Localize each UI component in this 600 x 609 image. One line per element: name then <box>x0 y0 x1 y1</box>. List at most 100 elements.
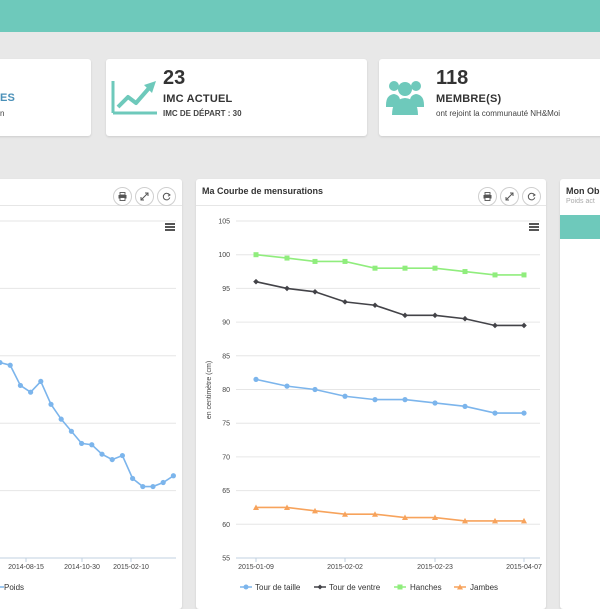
point-jambes <box>372 511 378 517</box>
weight-point <box>79 440 85 447</box>
point-ventre <box>253 278 259 285</box>
point-jambes <box>312 507 318 514</box>
point-hanches <box>462 269 468 275</box>
measurements-y-tick-label: 70 <box>222 454 230 461</box>
weight-x-tick-label: 2014-08-15 <box>8 564 44 571</box>
users-group-icon <box>384 75 426 117</box>
measurements-x-tick-label: 2015-02-02 <box>327 564 363 571</box>
weight-legend-item[interactable]: Poids <box>4 583 24 592</box>
point-jambes <box>492 517 498 524</box>
series-line-jambes <box>256 506 524 522</box>
measurements-y-tick-label: 60 <box>222 522 230 529</box>
weight-point <box>150 483 156 490</box>
weight-legend-label: Poids <box>4 583 24 592</box>
weight-refresh-button[interactable] <box>157 187 176 206</box>
measurements-chart-panel: Ma Courbe de mensurations <box>196 179 546 609</box>
legend-label-taille: Tour de taille <box>255 583 301 592</box>
imc-label: IMC ACTUEL <box>163 93 233 105</box>
stat-card-first-sub: n <box>0 109 5 118</box>
series-line-ventre <box>255 280 524 327</box>
point-jambes <box>462 517 468 524</box>
measurements-chart-menu-icon[interactable] <box>529 223 539 231</box>
top-header-bar <box>0 0 600 32</box>
measurements-x-tick-label: 2015-04-07 <box>506 564 542 571</box>
imc-value: 23 <box>163 67 186 89</box>
legend-label-hanches: Hanches <box>410 583 442 592</box>
weight-point <box>119 452 125 459</box>
weight-expand-button[interactable] <box>135 187 154 206</box>
trend-chart-icon <box>110 77 160 117</box>
weight-point <box>170 473 176 479</box>
legend-label-jambes: Jambes <box>470 583 498 592</box>
weight-panel-header <box>0 179 182 206</box>
measurements-y-tick-label: 80 <box>222 387 230 394</box>
point-taille <box>462 403 468 409</box>
objective-panel: Mon Ob Poids act <box>560 179 600 609</box>
point-ventre <box>312 288 318 295</box>
point-jambes <box>432 514 438 521</box>
weight-point <box>109 456 115 463</box>
weight-point <box>48 401 54 407</box>
legend-item-ventre[interactable]: Tour de ventre <box>314 583 381 592</box>
legend-item-taille[interactable]: Tour de taille <box>240 583 301 592</box>
point-hanches <box>492 272 498 278</box>
members-sub: ont rejoint la communauté NH&Moi <box>436 109 561 118</box>
measurements-panel-header <box>196 179 546 206</box>
objective-panel-title: Mon Ob <box>566 186 600 196</box>
series-line-taille <box>255 378 524 414</box>
legend-item-jambes[interactable]: Jambes <box>454 583 498 592</box>
stat-card-members: 118 MEMBRE(S) ont rejoint la communauté … <box>379 59 600 136</box>
weight-point <box>140 483 146 490</box>
expand-icon <box>505 192 514 201</box>
weight-point <box>38 378 44 385</box>
measurements-y-tick-label: 95 <box>222 286 230 293</box>
point-hanches <box>253 252 259 258</box>
measurements-y-tick-label: 65 <box>222 488 230 495</box>
measurements-y-axis-title: en centimètre (cm) <box>206 361 213 419</box>
point-hanches <box>372 265 378 271</box>
legend-item-hanches[interactable]: Hanches <box>394 583 442 592</box>
print-icon <box>483 192 492 201</box>
point-taille <box>372 397 378 403</box>
refresh-icon <box>527 192 536 201</box>
measurements-print-button[interactable] <box>478 187 497 206</box>
point-ventre <box>342 299 348 305</box>
measurements-y-tick-label: 105 <box>218 219 230 226</box>
weight-print-button[interactable] <box>113 187 132 206</box>
measurements-y-tick-label: 100 <box>218 252 230 259</box>
point-jambes <box>342 511 348 517</box>
point-ventre <box>284 285 290 292</box>
point-taille <box>432 400 438 406</box>
point-hanches <box>284 255 290 261</box>
members-label: MEMBRE(S) <box>436 93 502 105</box>
weight-chart: 2014-08-15 2014-10-30 2015-02-10 <box>0 220 176 588</box>
measurements-expand-button[interactable] <box>500 187 519 206</box>
point-taille <box>312 386 318 393</box>
objective-progress-bar <box>560 215 600 239</box>
members-value: 118 <box>436 67 469 89</box>
measurements-chart: 55 60 65 70 75 80 85 90 95 100 105 2015-01-09 2015-0… <box>218 219 542 572</box>
measurements-x-tick-label: 2015-02-23 <box>417 564 453 571</box>
print-icon <box>118 192 127 201</box>
weight-point <box>160 479 166 486</box>
weight-point <box>99 451 105 457</box>
point-ventre <box>492 322 498 329</box>
weight-point <box>58 416 64 422</box>
measurements-panel-title: Ma Courbe de mensurations <box>202 186 324 196</box>
point-hanches <box>432 265 438 271</box>
point-hanches <box>312 258 318 264</box>
stat-card-imc: 23 IMC ACTUEL IMC DE DÉPART : 30 <box>106 59 367 136</box>
weight-chart-menu-icon[interactable] <box>165 223 175 231</box>
measurements-y-tick-label: 75 <box>222 421 230 428</box>
point-hanches <box>342 258 348 264</box>
point-hanches <box>521 272 527 278</box>
expand-icon <box>140 192 149 201</box>
point-hanches <box>402 265 408 271</box>
point-taille <box>284 383 290 389</box>
weight-point <box>130 475 136 482</box>
measurements-refresh-button[interactable] <box>522 187 541 206</box>
weight-point <box>7 362 13 368</box>
point-taille <box>402 397 408 403</box>
point-jambes <box>521 517 527 524</box>
weight-series-line <box>0 361 174 488</box>
